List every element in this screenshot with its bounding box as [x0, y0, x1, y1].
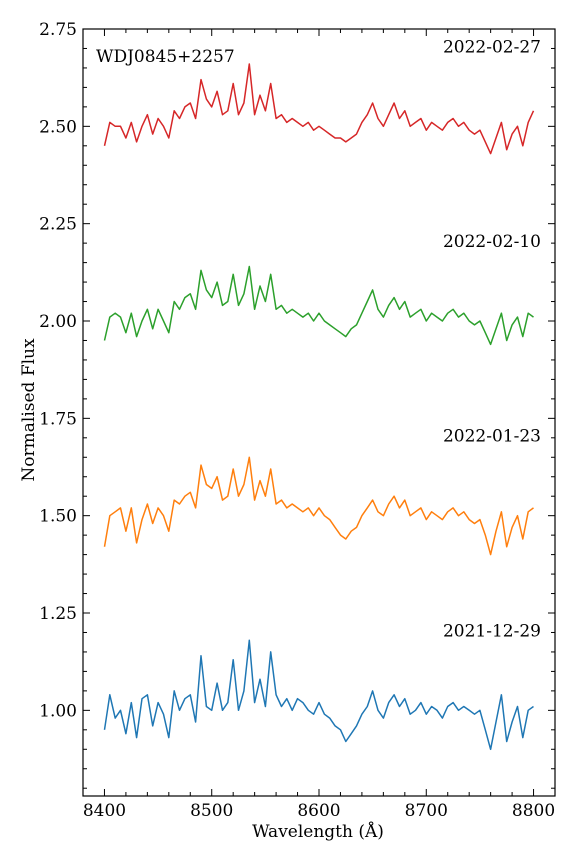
x-tick-label: 8500: [190, 801, 233, 821]
series-date-label: 2022-02-27: [443, 37, 541, 57]
series-line-2022-02-27: [103, 63, 535, 155]
plot-area: [82, 28, 556, 797]
x-tick-label: 8800: [512, 801, 555, 821]
y-axis-label: Normalised Flux: [19, 338, 39, 482]
x-tick-label: 8700: [405, 801, 448, 821]
series-line-2022-01-23: [103, 456, 534, 556]
x-axis-label: Wavelength (Å): [252, 821, 384, 842]
series-layer: 2021-12-29 2022-01-23 2022-02-10 2022-02-27: [103, 37, 541, 751]
series-date-label: 2022-01-23: [443, 427, 541, 447]
object-annotation: WDJ0845+2257: [96, 47, 235, 67]
y-tick-label: 1.00: [39, 701, 77, 721]
x-tick-label: 8400: [83, 801, 126, 821]
x-tick-label: 8600: [297, 801, 340, 821]
series-date-label: 2021-12-29: [443, 621, 541, 641]
y-tick-label: 1.75: [39, 409, 77, 429]
y-tick-label: 2.25: [39, 215, 77, 235]
y-tick-label: 1.50: [39, 507, 77, 527]
y-tick-label: 2.75: [39, 20, 77, 40]
series-line-2022-02-10: [103, 265, 534, 346]
y-tick-label: 2.50: [39, 117, 77, 137]
plot-frame: [82, 28, 556, 797]
y-tick-label: 1.25: [39, 604, 77, 624]
ticks-layer: 8400 8500 8600 8700 8800 1.00 1.25 1.50 1.75 2.00…: [39, 20, 556, 821]
y-tick-label: 2.00: [39, 312, 77, 332]
series-line-2021-12-29: [103, 639, 534, 751]
series-date-label: 2022-02-10: [443, 232, 541, 252]
